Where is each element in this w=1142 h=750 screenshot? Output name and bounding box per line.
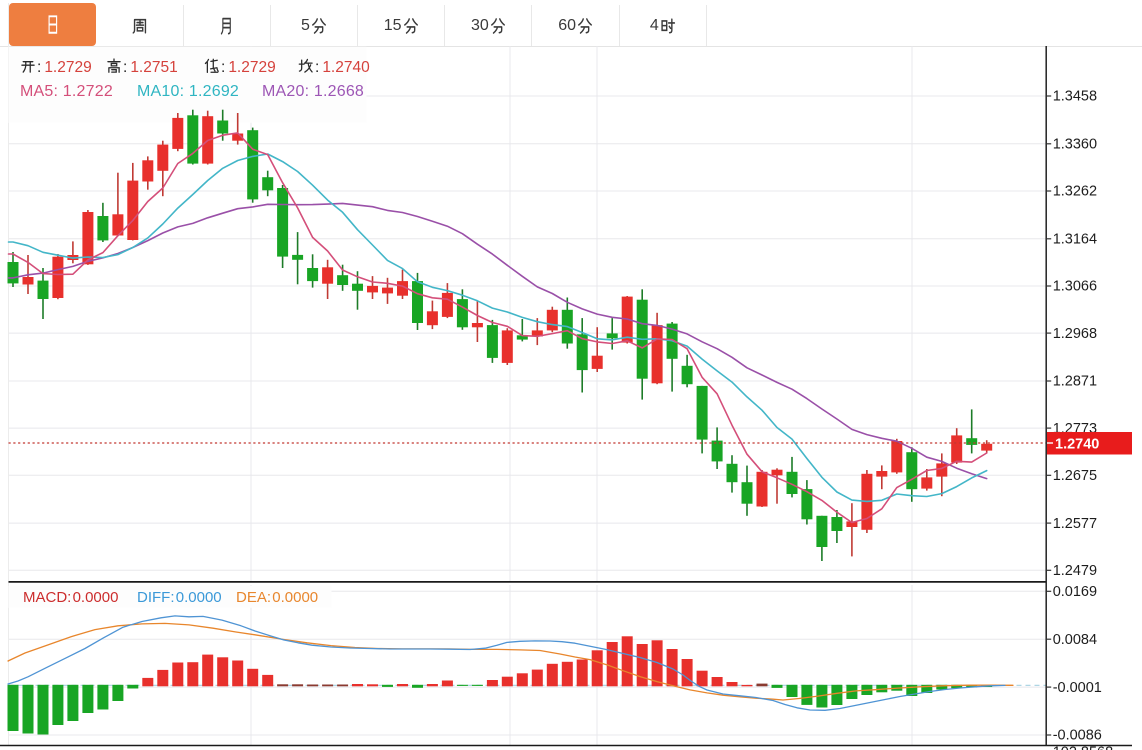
svg-text:1.3458: 1.3458: [1053, 89, 1097, 105]
svg-text:1.3164: 1.3164: [1053, 232, 1097, 248]
svg-text:1.2740: 1.2740: [1055, 436, 1099, 452]
svg-text:1.2871: 1.2871: [1053, 374, 1097, 390]
svg-text:-0.0086: -0.0086: [1053, 728, 1102, 744]
svg-text:1.2675: 1.2675: [1053, 468, 1097, 484]
svg-text:1.3360: 1.3360: [1053, 137, 1097, 153]
svg-text:1.2479: 1.2479: [1053, 563, 1097, 579]
svg-text:0.0084: 0.0084: [1053, 632, 1097, 648]
svg-text:-0.0001: -0.0001: [1053, 680, 1102, 696]
svg-text:102.8568: 102.8568: [1053, 745, 1113, 750]
svg-text:1.3066: 1.3066: [1053, 279, 1097, 295]
svg-text:1.2577: 1.2577: [1053, 516, 1097, 532]
svg-text:1.2968: 1.2968: [1053, 326, 1097, 342]
svg-text:1.3262: 1.3262: [1053, 184, 1097, 200]
svg-text:0.0169: 0.0169: [1053, 584, 1097, 600]
